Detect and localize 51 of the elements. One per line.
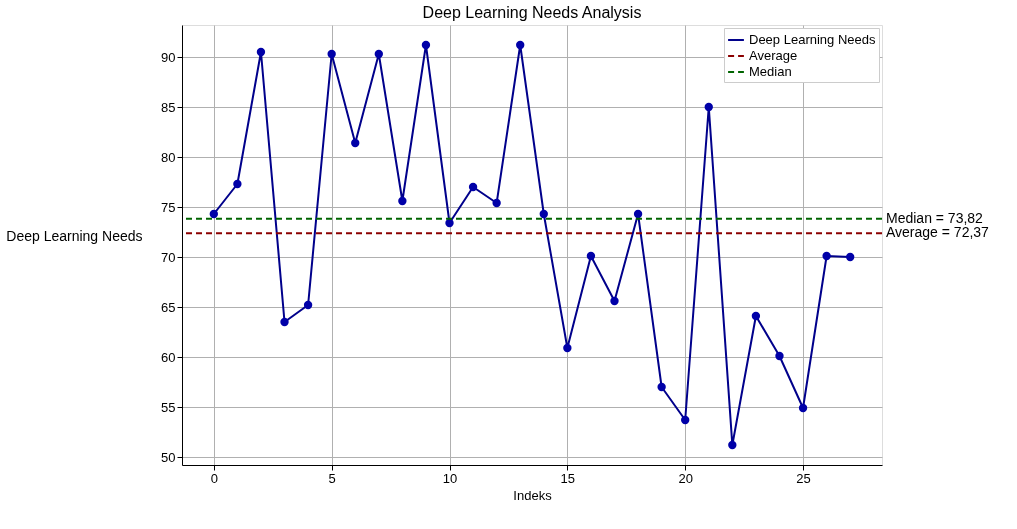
legend-label: Median	[749, 64, 792, 79]
x-tick-label: 5	[328, 470, 336, 486]
point	[209, 209, 218, 219]
point	[657, 382, 666, 392]
point	[492, 198, 501, 208]
x-axis-title: Indeks	[513, 487, 553, 503]
point	[539, 209, 548, 219]
point	[610, 296, 619, 306]
point	[351, 138, 360, 148]
point	[751, 311, 761, 321]
point	[233, 179, 242, 189]
y-tick-label: 70	[161, 249, 176, 265]
y-tick-label: 65	[161, 299, 176, 315]
point	[421, 40, 431, 50]
point	[563, 343, 572, 353]
point	[303, 300, 313, 310]
x-tick-label: 15	[560, 470, 576, 486]
y-axis-title: Deep Learning Needs	[6, 227, 143, 244]
point	[374, 49, 383, 59]
y-tick-label: 85	[161, 99, 176, 115]
point	[445, 218, 454, 228]
legend-label: Average	[749, 48, 798, 63]
point	[822, 251, 831, 261]
point	[704, 102, 713, 112]
x-tick-label: 10	[442, 470, 458, 486]
text: Average = 72,37	[886, 224, 990, 241]
chart-title: Deep Learning Needs Analysis	[422, 4, 642, 21]
point	[256, 47, 266, 57]
text: Median = 73,82	[886, 209, 984, 226]
y-tick-label: 60	[161, 349, 176, 365]
y-tick-label: 55	[161, 399, 176, 415]
point	[681, 415, 690, 425]
point	[775, 351, 784, 361]
x-tick-label: 0	[210, 470, 218, 486]
point	[846, 252, 855, 262]
legend-label: Deep Learning Needs	[749, 32, 876, 47]
point	[468, 182, 478, 192]
y-tick-label: 50	[161, 449, 176, 465]
point	[586, 251, 596, 261]
y-tick-label: 75	[161, 199, 176, 215]
x-tick-label: 25	[796, 470, 811, 486]
point	[633, 209, 643, 219]
x-tick-label: 20	[678, 470, 693, 486]
point	[280, 317, 289, 327]
point	[398, 196, 407, 206]
point	[798, 403, 808, 413]
y-tick-label: 80	[161, 149, 176, 165]
y-tick-label: 90	[161, 49, 176, 65]
point	[728, 440, 737, 450]
point	[516, 40, 525, 50]
point	[327, 49, 336, 59]
